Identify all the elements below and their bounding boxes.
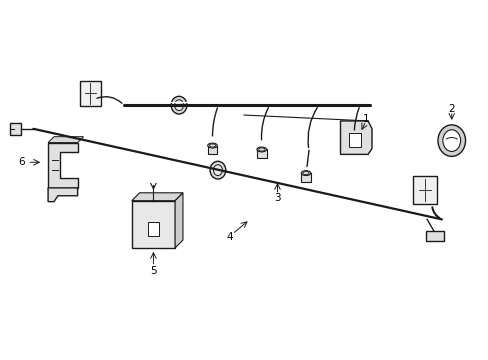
Ellipse shape (174, 100, 183, 111)
Bar (131, 201, 175, 248)
Bar (348, 133, 361, 147)
Text: 1: 1 (362, 114, 368, 124)
Bar (147, 222, 159, 236)
Text: 3: 3 (274, 193, 280, 203)
Text: 2: 2 (447, 104, 454, 114)
Ellipse shape (171, 96, 186, 114)
Polygon shape (175, 193, 183, 248)
Ellipse shape (256, 147, 266, 152)
Ellipse shape (348, 137, 357, 142)
Polygon shape (425, 231, 443, 241)
Bar (412, 176, 436, 204)
Ellipse shape (442, 130, 460, 152)
Polygon shape (131, 193, 183, 201)
Bar (348, 140, 357, 148)
Ellipse shape (213, 165, 222, 176)
Ellipse shape (301, 171, 310, 176)
Bar (207, 145, 217, 154)
Ellipse shape (207, 143, 217, 148)
Polygon shape (48, 143, 78, 188)
Text: 5: 5 (150, 266, 157, 276)
Bar (80, 81, 101, 106)
Bar (301, 173, 310, 182)
Polygon shape (340, 121, 371, 154)
Ellipse shape (210, 161, 225, 179)
Polygon shape (48, 137, 83, 143)
Polygon shape (48, 188, 78, 202)
Text: 4: 4 (226, 232, 233, 242)
Polygon shape (10, 123, 21, 135)
Ellipse shape (437, 125, 465, 156)
Bar (256, 149, 266, 158)
Text: 6: 6 (18, 157, 25, 167)
